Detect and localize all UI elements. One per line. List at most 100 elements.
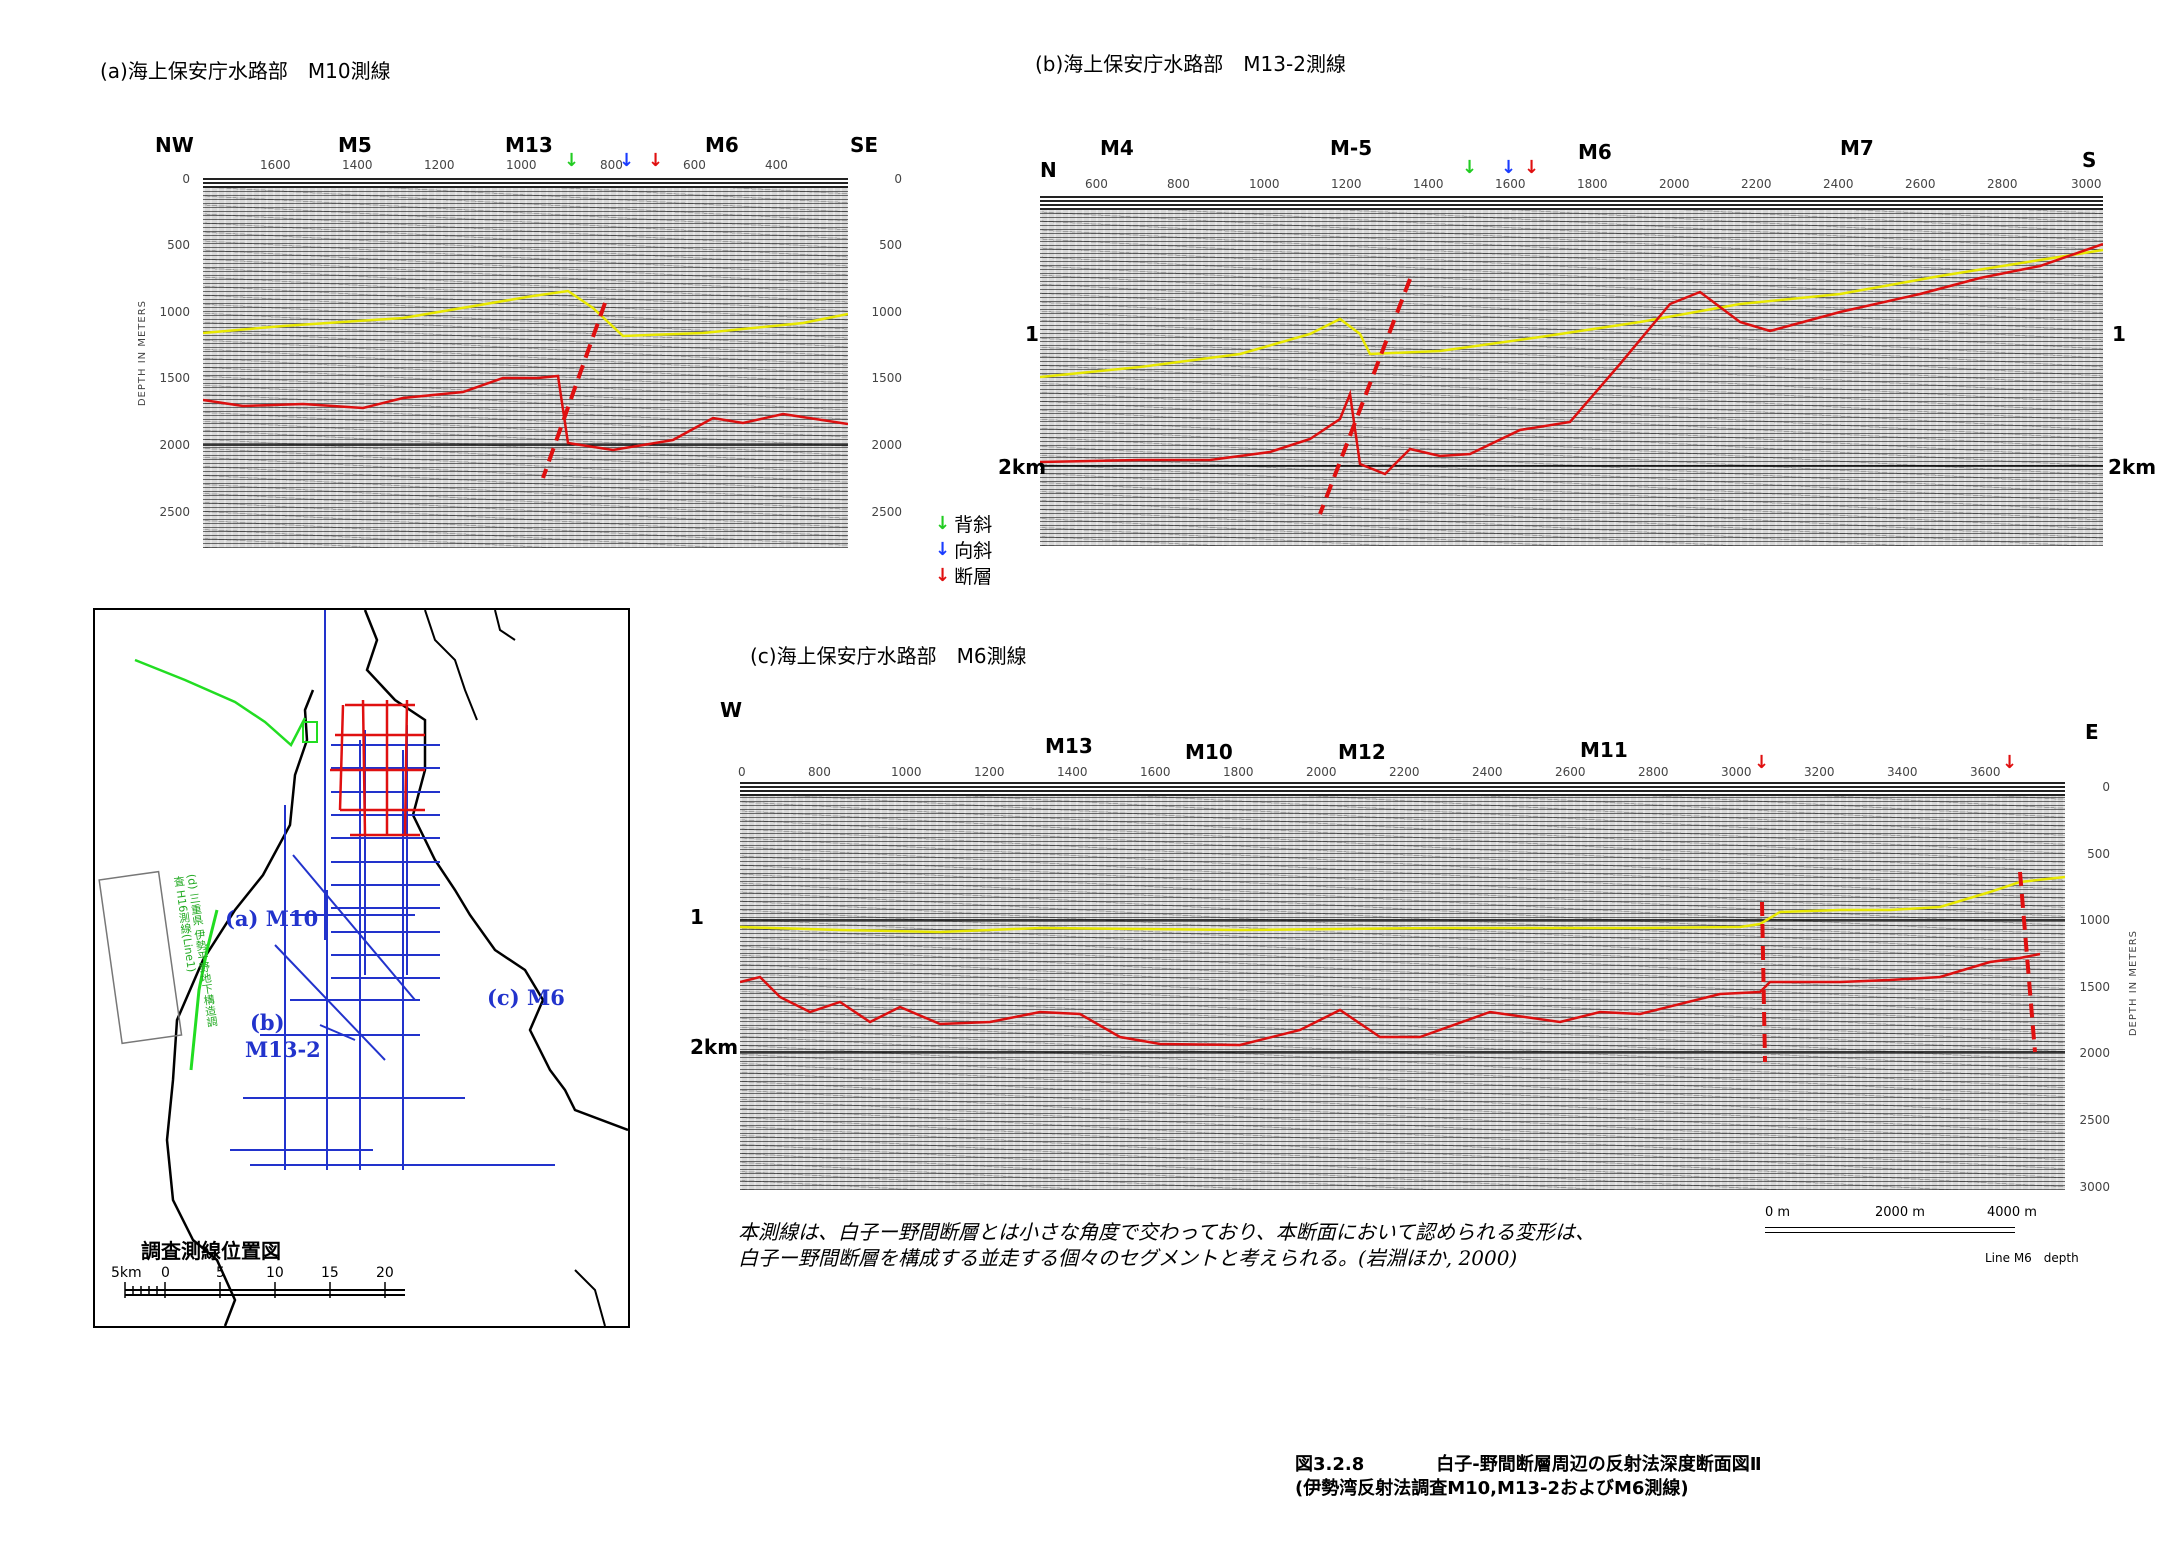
panel-a-marker-m13: M13 xyxy=(505,133,553,157)
panel-b-left-depth-1: 1 xyxy=(1025,322,1039,346)
panel-a-horizons xyxy=(203,289,848,479)
panel-c-fault-arrow-2: ↓ xyxy=(2002,752,2018,773)
panel-c-left-direction: W xyxy=(720,698,743,722)
panel-c-fault-arrow-1: ↓ xyxy=(1754,752,1770,773)
map-scale-tick: 5 xyxy=(216,1265,225,1281)
panel-b-anticline-arrow: ↓ xyxy=(1462,157,1478,178)
panel-c-depth-axis-title: DEPTH IN METERS xyxy=(2128,930,2139,1037)
panel-c-depth-tick: 2000 xyxy=(2079,1046,2110,1060)
panel-c-depth-tick: 500 xyxy=(2087,847,2110,861)
panel-b-fault-arrow: ↓ xyxy=(1524,157,1540,178)
figure-caption-line1: 図3.2.8 白子-野間断層周辺の反射法深度断面図Ⅱ xyxy=(1295,1454,1762,1475)
panel-c-scale-bar: 0 m 2000 m 4000 m Line M6 depth xyxy=(1765,1205,2079,1265)
legend-item-syncline: ↓ 向斜 xyxy=(935,538,993,562)
panel-a-right-direction: SE xyxy=(850,133,879,157)
figure-caption-line2: (伊勢湾反射法調査M10,M13-2およびM6測線) xyxy=(1295,1478,1689,1499)
panel-a-depth-tick: 2500 xyxy=(159,505,190,519)
panel-b-xtick: 1000 xyxy=(1249,177,1280,191)
panel-c-xtick: 3400 xyxy=(1887,765,1918,779)
panel-a-depth-axis-right: 0 500 1000 1500 2000 2500 xyxy=(862,172,910,552)
panel-b-left-direction: N xyxy=(1040,158,1057,182)
panel-c-xtick: 0 xyxy=(738,765,746,779)
panel-c-xtick: 2200 xyxy=(1389,765,1420,779)
panel-c-title: (c)海上保安庁水路部 M6測線 xyxy=(750,644,1027,668)
panel-c-depth-tick: 1500 xyxy=(2079,980,2110,994)
panel-c-depth-tick: 3000 xyxy=(2079,1180,2110,1194)
map-scale-tick: 10 xyxy=(266,1265,284,1281)
panel-c-xtick: 2400 xyxy=(1472,765,1503,779)
panel-a-depth-tick: 500 xyxy=(879,238,902,252)
survey-location-map: (a) M10 (b) M13-2 (c) M6 (d) 三重県 伊勢平野地下構… xyxy=(93,608,630,1328)
panel-c-caption-line2: 白子ー野間断層を構成する並走する個々のセグメントと考えられる。(岩淵ほか, 20… xyxy=(738,1246,1518,1270)
panel-a-anticline-arrow: ↓ xyxy=(564,150,580,171)
panel-c-xtick: 800 xyxy=(808,765,831,779)
panel-c-left-depth-1: 1 xyxy=(690,905,704,929)
panel-c-xtick: 1400 xyxy=(1057,765,1088,779)
panel-b-xtick: 2800 xyxy=(1987,177,2018,191)
panel-a-syncline-arrow: ↓ xyxy=(619,150,635,171)
map-label-d: (d) 三重県 伊勢平野地下構造調査 H16測線(Line1) xyxy=(171,873,219,1028)
panel-a-depth-tick: 2000 xyxy=(159,438,190,452)
panel-c-xtick: 1000 xyxy=(891,765,922,779)
panel-c-xtick: 2800 xyxy=(1638,765,1669,779)
panel-c-xtick: 1600 xyxy=(1140,765,1171,779)
panel-a-xtick: 400 xyxy=(765,158,788,172)
panel-a-xtick: 1400 xyxy=(342,158,373,172)
panel-a-depth-tick: 1500 xyxy=(159,371,190,385)
panel-c-depth-tick: 1000 xyxy=(2079,913,2110,927)
panel-c-xtick: 3200 xyxy=(1804,765,1835,779)
map-label-b: (b) xyxy=(250,1010,285,1035)
panel-c-scale-tick: 0 m xyxy=(1765,1205,1791,1220)
map-label-c: (c) M6 xyxy=(487,985,565,1010)
legend: ↓ 背斜 ↓ 向斜 ↓ 断層 xyxy=(935,510,992,588)
panel-c-seismic-section xyxy=(740,782,2065,1190)
panel-b-right-depth-1: 1 xyxy=(2112,322,2126,346)
panel-c-scale-tick: 4000 m xyxy=(1987,1205,2037,1220)
panel-b-xtick: 1600 xyxy=(1495,177,1526,191)
panel-a-xtick: 800 xyxy=(600,158,623,172)
panel-c-horizons xyxy=(740,871,2065,1063)
panel-b-syncline-arrow: ↓ xyxy=(1501,157,1517,178)
map-title: 調査測線位置図 xyxy=(141,1239,281,1263)
panel-b-xtick: 800 xyxy=(1167,177,1190,191)
panel-b-horizons xyxy=(1040,242,2103,515)
panel-b-xtick: 600 xyxy=(1085,177,1108,191)
panel-a-seismic-section xyxy=(203,178,848,548)
panel-c-depth-axis-right: 0 500 1000 1500 2000 2500 3000 xyxy=(2070,780,2120,1200)
panel-c-scale-tick: 2000 m xyxy=(1875,1205,1925,1220)
panel-b-title: (b)海上保安庁水路部 M13-2測線 xyxy=(1035,52,1346,76)
panel-a-xtick: 1000 xyxy=(506,158,537,172)
panel-c-caption-line1: 本測線は、白子ー野間断層とは小さな角度で交わっており、本断面において認められる変… xyxy=(738,1220,1595,1244)
panel-a-depth-tick: 1500 xyxy=(871,371,902,385)
panel-b-xtick: 2000 xyxy=(1659,177,1690,191)
panel-b-xtick: 2600 xyxy=(1905,177,1936,191)
red-arrow-icon: ↓ xyxy=(935,564,951,586)
map-scale-tick: 0 xyxy=(161,1265,170,1281)
panel-b-seismic-section xyxy=(1040,194,2103,546)
panel-a-marker-m5: M5 xyxy=(338,133,372,157)
panel-a-xtick: 600 xyxy=(683,158,706,172)
map-scale-tick: 20 xyxy=(376,1265,394,1281)
blue-arrow-icon: ↓ xyxy=(935,538,951,560)
panel-c-left-depth-2km: 2km xyxy=(690,1035,739,1059)
panel-a-depth-tick: 0 xyxy=(182,172,190,186)
legend-item-fault: ↓ 断層 xyxy=(935,564,993,588)
panel-c-xaxis: 0 800 1000 1200 1400 1600 1800 2000 2200… xyxy=(738,765,2098,781)
panel-b-marker-m6: M6 xyxy=(1578,140,1612,164)
panel-c-xtick: 2600 xyxy=(1555,765,1586,779)
panel-b-xtick: 1200 xyxy=(1331,177,1362,191)
panel-a-depth-tick: 500 xyxy=(167,238,190,252)
map-drawing xyxy=(98,610,628,1326)
panel-c-xtick: 1800 xyxy=(1223,765,1254,779)
panel-a-marker-m6: M6 xyxy=(705,133,739,157)
map-label-b2: M13-2 xyxy=(245,1037,321,1062)
panel-a-depth-tick: 2500 xyxy=(871,505,902,519)
panel-a-xtick: 1200 xyxy=(424,158,455,172)
panel-a-fault-arrow: ↓ xyxy=(648,150,664,171)
panel-b-marker-m5: M-5 xyxy=(1330,136,1373,160)
panel-b-right-direction: S xyxy=(2082,148,2097,172)
panel-c-xtick: 2000 xyxy=(1306,765,1337,779)
panel-a-depth-axis-left: 0 500 1000 1500 2000 2500 xyxy=(150,172,198,552)
panel-c-xtick: 3000 xyxy=(1721,765,1752,779)
panel-b-xtick: 1400 xyxy=(1413,177,1444,191)
